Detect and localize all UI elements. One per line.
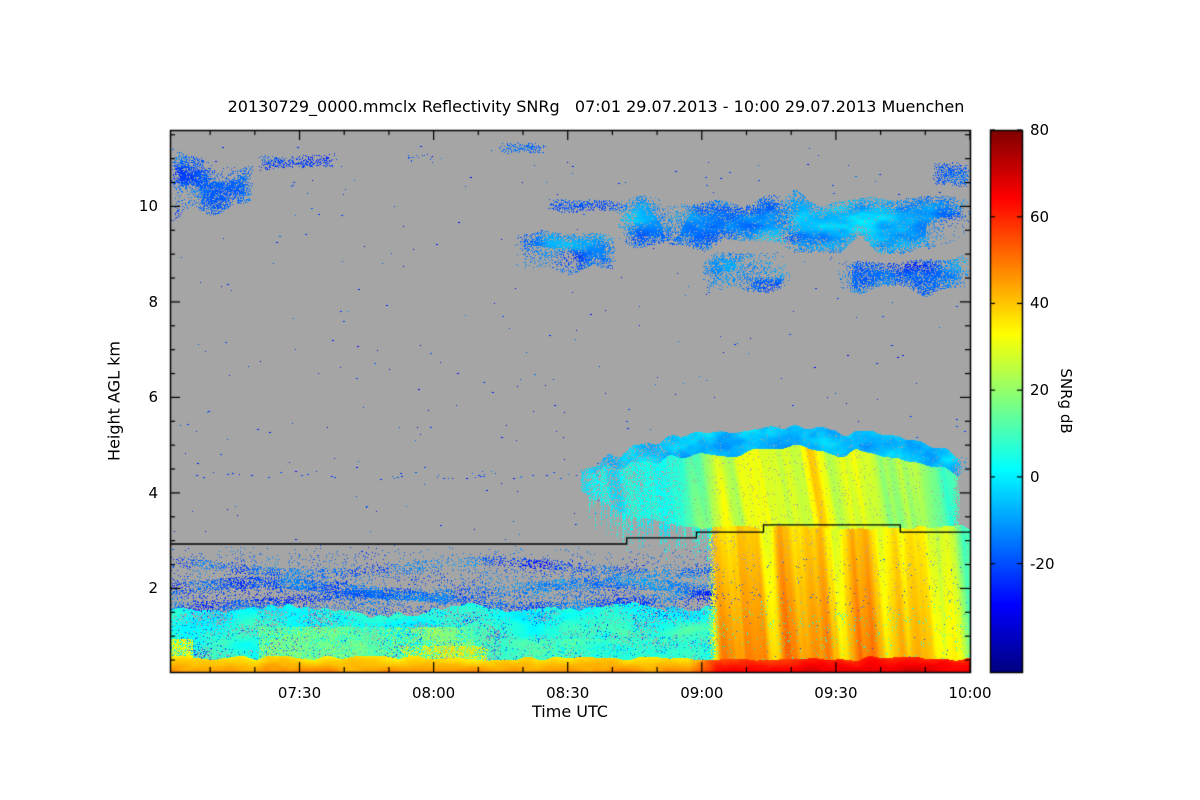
y-tick-label-2: 2 [148,579,158,598]
colorbar-tick-label-20: 20 [1030,381,1050,400]
x-tick-label-08-30: 08:30 [546,684,590,702]
colorbar-tick-label-80: 80 [1030,121,1050,139]
x-tick-label-10-00: 10:00 [948,684,992,702]
x-tick-label-09-30: 09:30 [814,684,858,702]
x-axis-title: Time UTC [532,702,608,721]
y-tick-label-4: 4 [148,483,158,502]
colorbar-title: SNRg dB [1057,368,1075,434]
x-tick-label-08-00: 08:00 [412,684,456,702]
colorbar-tick-label--20: -20 [1030,554,1055,573]
colorbar-tick-label-0: 0 [1030,467,1040,486]
x-tick-label-09-00: 09:00 [680,684,724,702]
x-tick-label-07-30: 07:30 [277,684,322,702]
colorbar-tick-label-40: 40 [1030,294,1050,313]
plot-title: 20130729_0000.mmclx Reflectivity SNRg 07… [227,97,965,116]
y-tick-label-10: 10 [138,197,158,216]
y-tick-label-8: 8 [148,292,158,311]
colorbar-tick-label-60: 60 [1030,207,1050,226]
y-tick-label-6: 6 [148,388,158,407]
